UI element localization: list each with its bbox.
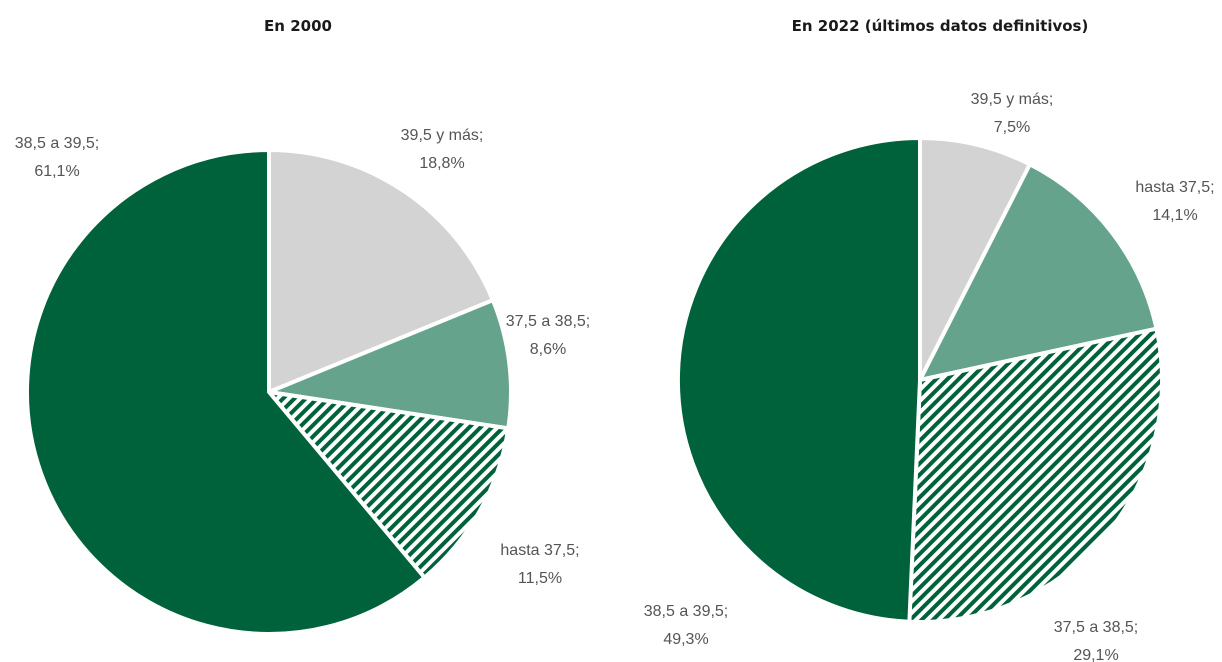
slice-value-label: 14,1%: [1152, 207, 1197, 224]
pie-slice: [675, 136, 922, 624]
slice-label: 37,5 a 38,5;: [1054, 619, 1139, 636]
chart-title: En 2022 (últimos datos definitivos): [792, 17, 1089, 35]
slice-label: 39,5 y más;: [401, 127, 484, 144]
pie-slice: [918, 136, 1032, 382]
pie-slice: [25, 148, 427, 636]
slice-label: hasta 37,5;: [500, 542, 579, 559]
slice-value-label: 18,8%: [419, 155, 464, 172]
pie-slice: [267, 390, 511, 580]
pie-slice: [267, 298, 513, 431]
slice-value-label: 11,5%: [518, 570, 562, 587]
slice-value-label: 7,5%: [994, 119, 1030, 136]
pie-slice: [267, 148, 495, 394]
slice-label: 39,5 y más;: [971, 91, 1054, 108]
slice-label: 37,5 a 38,5;: [506, 313, 591, 330]
slice-value-label: 8,6%: [530, 341, 566, 358]
pie-slice: [918, 162, 1159, 382]
slice-value-label: 61,1%: [34, 163, 79, 180]
slice-value-label: 29,1%: [1073, 647, 1118, 662]
slice-label: hasta 37,5;: [1135, 179, 1214, 196]
pie-chart-2000: En 2000 39,5 y más; 18,8% 37,5 a 38,5; 8,6%…: [15, 17, 591, 636]
chart-title: En 2000: [264, 17, 332, 35]
pie-slice: [907, 326, 1164, 624]
slice-label: 38,5 a 39,5;: [15, 135, 100, 152]
slice-label: 38,5 a 39,5;: [644, 603, 729, 620]
slice-value-label: 49,3%: [663, 631, 708, 648]
pie-chart-2022: En 2022 (últimos datos definitivos) 39,5…: [644, 17, 1215, 662]
